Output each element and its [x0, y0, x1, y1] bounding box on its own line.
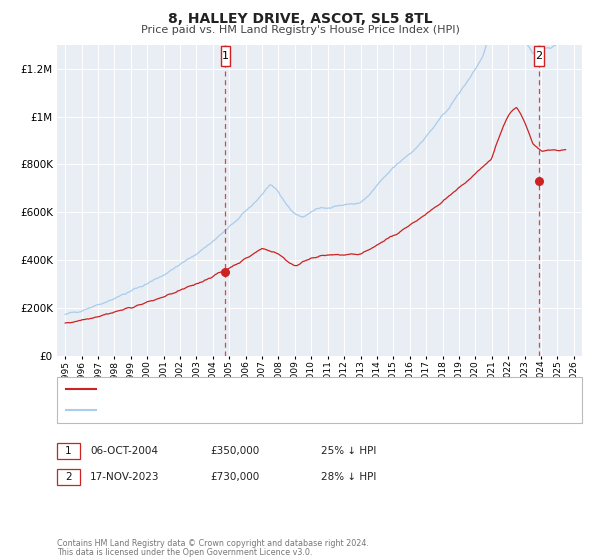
Text: 17-NOV-2023: 17-NOV-2023: [90, 472, 160, 482]
Text: 06-OCT-2004: 06-OCT-2004: [90, 446, 158, 456]
Text: 2: 2: [65, 472, 72, 482]
Text: 1: 1: [65, 446, 72, 456]
Text: 8, HALLEY DRIVE, ASCOT, SL5 8TL (detached house): 8, HALLEY DRIVE, ASCOT, SL5 8TL (detache…: [102, 384, 358, 394]
Text: £350,000: £350,000: [210, 446, 259, 456]
Text: HPI: Average price, detached house, Windsor and Maidenhead: HPI: Average price, detached house, Wind…: [102, 405, 407, 416]
Bar: [221, 46, 230, 66]
Text: Contains HM Land Registry data © Crown copyright and database right 2024.: Contains HM Land Registry data © Crown c…: [57, 539, 369, 548]
Text: 8, HALLEY DRIVE, ASCOT, SL5 8TL: 8, HALLEY DRIVE, ASCOT, SL5 8TL: [167, 12, 433, 26]
Text: 2: 2: [535, 51, 542, 61]
Text: £730,000: £730,000: [210, 472, 259, 482]
Text: This data is licensed under the Open Government Licence v3.0.: This data is licensed under the Open Gov…: [57, 548, 313, 557]
Text: 1: 1: [222, 51, 229, 61]
Text: 28% ↓ HPI: 28% ↓ HPI: [321, 472, 376, 482]
Text: Price paid vs. HM Land Registry's House Price Index (HPI): Price paid vs. HM Land Registry's House …: [140, 25, 460, 35]
Text: 25% ↓ HPI: 25% ↓ HPI: [321, 446, 376, 456]
Bar: [535, 46, 544, 66]
